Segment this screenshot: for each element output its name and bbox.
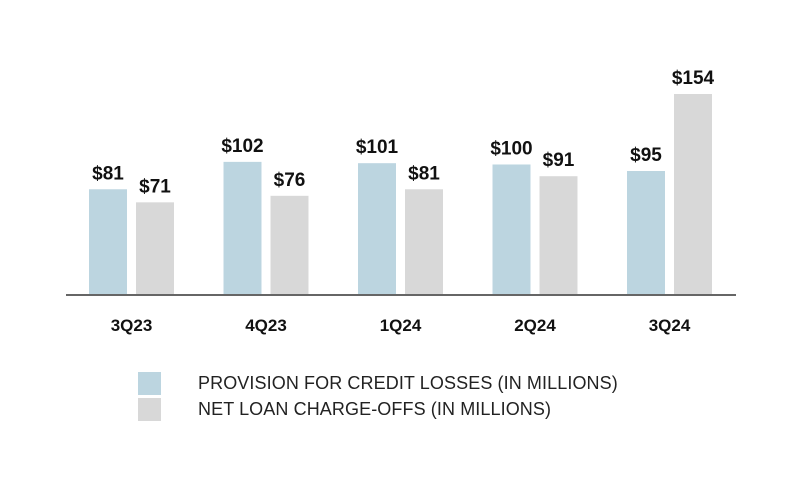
category-label-2q24: 2Q24 [514,316,556,335]
bar-charge-offs-4q23 [271,196,309,295]
legend-item-provision: PROVISION FOR CREDIT LOSSES (IN MILLIONS… [138,370,618,396]
legend-label-provision: PROVISION FOR CREDIT LOSSES (IN MILLIONS… [198,373,618,394]
legend: PROVISION FOR CREDIT LOSSES (IN MILLIONS… [138,370,618,422]
bar-provision-3q24 [627,171,665,295]
bar-charge-offs-1q24 [405,189,443,295]
category-label-3q23: 3Q23 [111,316,153,335]
bar-provision-1q24 [358,163,396,295]
value-label-charge-offs-3q24: $154 [672,68,715,89]
category-label-3q24: 3Q24 [649,316,691,335]
value-label-charge-offs-2q24: $91 [543,150,575,171]
legend-swatch-charge-offs [138,398,161,421]
bar-charge-offs-3q23 [136,202,174,295]
category-label-4q23: 4Q23 [245,316,287,335]
value-label-provision-2q24: $100 [490,138,532,159]
bar-provision-3q23 [89,189,127,295]
value-label-provision-1q24: $101 [356,137,399,158]
value-label-charge-offs-4q23: $76 [274,170,306,191]
bar-provision-4q23 [224,162,262,295]
legend-item-charge-offs: NET LOAN CHARGE-OFFS (IN MILLIONS) [138,396,618,422]
value-label-provision-4q23: $102 [221,136,263,157]
bar-provision-2q24 [493,164,531,295]
value-label-provision-3q23: $81 [92,163,124,184]
chart: $81 $71 3Q23 $102 $76 4Q23 $101 $81 1Q24 $100 $91 2… [0,0,800,492]
bar-chart-svg: $81 $71 3Q23 $102 $76 4Q23 $101 $81 1Q24 $100 $91 2… [0,0,800,360]
bar-charge-offs-3q24 [674,94,712,295]
value-label-charge-offs-1q24: $81 [408,163,440,184]
value-label-charge-offs-3q23: $71 [139,176,171,197]
legend-label-charge-offs: NET LOAN CHARGE-OFFS (IN MILLIONS) [198,399,551,420]
category-label-1q24: 1Q24 [380,316,422,335]
value-label-provision-3q24: $95 [630,145,662,166]
legend-swatch-provision [138,372,161,395]
bar-charge-offs-2q24 [540,176,578,295]
